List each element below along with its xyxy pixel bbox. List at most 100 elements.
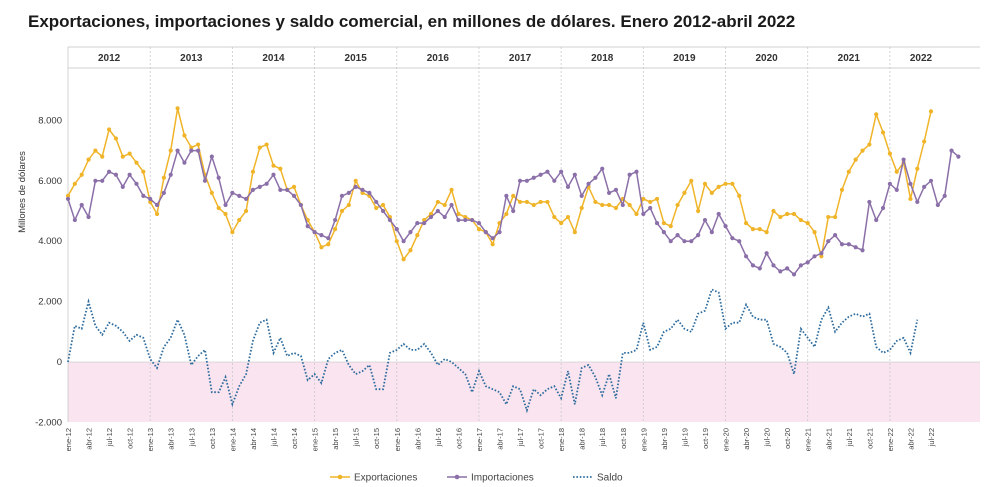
data-point-importaciones bbox=[120, 184, 125, 189]
x-tick-label: ene-17 bbox=[475, 428, 484, 451]
data-point-importaciones bbox=[504, 193, 509, 198]
data-point-exportaciones bbox=[887, 151, 893, 156]
x-tick-label: jul-19 bbox=[680, 428, 689, 447]
data-point-exportaciones bbox=[326, 242, 331, 247]
data-point-importaciones bbox=[826, 239, 831, 244]
data-point-importaciones bbox=[278, 187, 283, 192]
x-tick-label: ene-15 bbox=[311, 428, 320, 451]
data-point-importaciones bbox=[538, 172, 543, 177]
data-point-importaciones bbox=[606, 190, 612, 195]
data-point-exportaciones bbox=[826, 214, 831, 220]
data-point-exportaciones bbox=[908, 196, 913, 202]
data-point-exportaciones bbox=[853, 157, 858, 162]
data-point-exportaciones bbox=[415, 233, 420, 238]
data-point-importaciones bbox=[887, 181, 893, 186]
data-point-importaciones bbox=[154, 202, 160, 208]
data-point-importaciones bbox=[675, 233, 680, 238]
data-point-importaciones bbox=[497, 230, 502, 235]
x-tick-label: jul-20 bbox=[763, 428, 772, 447]
data-point-importaciones bbox=[750, 263, 756, 268]
data-point-exportaciones bbox=[894, 169, 899, 174]
data-point-exportaciones bbox=[79, 172, 84, 177]
series-line-exportaciones bbox=[67, 108, 932, 261]
data-point-exportaciones bbox=[374, 205, 379, 211]
data-point-exportaciones bbox=[86, 157, 91, 162]
data-point-exportaciones bbox=[168, 148, 173, 153]
x-tick-label: jul-15 bbox=[352, 428, 361, 447]
x-tick-label: abr-21 bbox=[824, 428, 833, 450]
data-point-exportaciones bbox=[730, 181, 735, 186]
data-point-exportaciones bbox=[463, 214, 468, 220]
data-point-exportaciones bbox=[72, 181, 77, 186]
x-tick-label: abr-12 bbox=[85, 428, 94, 450]
data-point-exportaciones bbox=[517, 199, 523, 205]
data-point-exportaciones bbox=[148, 199, 153, 205]
data-point-exportaciones bbox=[511, 193, 516, 198]
legend-item-importaciones: Importaciones bbox=[447, 473, 534, 484]
data-point-importaciones bbox=[298, 202, 303, 208]
year-label: 2012 bbox=[98, 53, 121, 64]
data-point-importaciones bbox=[641, 211, 646, 217]
x-tick-label: oct-12 bbox=[126, 428, 135, 449]
data-point-importaciones bbox=[72, 217, 77, 223]
data-point-importaciones bbox=[737, 239, 742, 244]
data-point-importaciones bbox=[202, 178, 208, 183]
data-point-exportaciones bbox=[606, 202, 612, 208]
x-tick-label: jul-21 bbox=[845, 428, 854, 447]
data-point-exportaciones bbox=[127, 151, 132, 156]
data-point-exportaciones bbox=[641, 196, 646, 202]
data-point-importaciones bbox=[908, 181, 913, 186]
data-point-exportaciones bbox=[565, 214, 571, 220]
x-tick-label: oct-21 bbox=[865, 428, 874, 449]
data-point-exportaciones bbox=[627, 202, 632, 208]
data-point-exportaciones bbox=[524, 199, 529, 205]
data-point-exportaciones bbox=[833, 214, 838, 220]
data-point-exportaciones bbox=[422, 217, 427, 223]
data-point-importaciones bbox=[216, 175, 221, 180]
data-point-importaciones bbox=[415, 220, 420, 226]
data-point-exportaciones bbox=[401, 257, 406, 262]
year-label: 2016 bbox=[427, 53, 450, 64]
data-point-importaciones bbox=[805, 260, 810, 265]
legend-label: Exportaciones bbox=[354, 473, 417, 484]
data-point-importaciones bbox=[490, 236, 495, 241]
data-point-exportaciones bbox=[785, 211, 790, 217]
data-point-exportaciones bbox=[723, 181, 728, 186]
data-point-exportaciones bbox=[593, 199, 598, 205]
year-label: 2014 bbox=[262, 53, 285, 64]
data-point-importaciones bbox=[113, 172, 119, 177]
data-point-importaciones bbox=[148, 196, 153, 202]
data-point-importaciones bbox=[531, 175, 536, 180]
legend-item-exportaciones: Exportaciones bbox=[330, 473, 417, 484]
year-label: 2018 bbox=[591, 53, 614, 64]
data-point-exportaciones bbox=[141, 169, 146, 174]
data-point-exportaciones bbox=[867, 142, 872, 147]
data-point-exportaciones bbox=[839, 187, 845, 192]
data-point-importaciones bbox=[874, 217, 879, 223]
data-point-exportaciones bbox=[134, 160, 139, 165]
data-point-exportaciones bbox=[531, 202, 536, 208]
legend-label: Saldo bbox=[597, 473, 623, 484]
data-point-exportaciones bbox=[278, 166, 283, 171]
x-tick-label: ene-21 bbox=[804, 428, 813, 451]
data-point-exportaciones bbox=[380, 202, 386, 208]
data-point-importaciones bbox=[572, 172, 577, 177]
data-point-importaciones bbox=[168, 172, 173, 177]
data-point-exportaciones bbox=[476, 227, 482, 232]
data-point-exportaciones bbox=[928, 109, 934, 114]
data-point-exportaciones bbox=[394, 239, 399, 244]
data-point-importaciones bbox=[374, 199, 379, 205]
y-tick-label: -2.000 bbox=[35, 417, 62, 428]
data-point-importaciones bbox=[819, 251, 824, 256]
data-point-importaciones bbox=[613, 187, 619, 192]
data-point-importaciones bbox=[257, 184, 262, 189]
year-label: 2020 bbox=[755, 53, 778, 64]
data-point-exportaciones bbox=[545, 199, 550, 205]
data-point-importaciones bbox=[250, 187, 256, 192]
data-point-importaciones bbox=[901, 157, 906, 162]
y-tick-label: 8.000 bbox=[38, 115, 62, 126]
data-point-importaciones bbox=[696, 233, 701, 238]
data-point-exportaciones bbox=[120, 154, 125, 159]
data-point-importaciones bbox=[285, 187, 290, 192]
